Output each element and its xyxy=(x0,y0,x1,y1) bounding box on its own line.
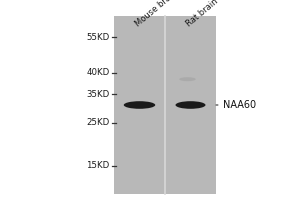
Text: NAA60: NAA60 xyxy=(216,100,256,110)
Text: Rat brain: Rat brain xyxy=(185,0,220,28)
Text: 40KD: 40KD xyxy=(86,68,110,77)
Ellipse shape xyxy=(124,101,155,109)
Ellipse shape xyxy=(176,101,206,109)
Ellipse shape xyxy=(179,77,196,81)
Text: Mouse brain: Mouse brain xyxy=(134,0,179,28)
Text: 15KD: 15KD xyxy=(86,161,110,170)
Text: 55KD: 55KD xyxy=(86,33,110,42)
Bar xyxy=(114,16,216,194)
Text: 25KD: 25KD xyxy=(86,118,110,127)
Text: 35KD: 35KD xyxy=(86,90,110,99)
